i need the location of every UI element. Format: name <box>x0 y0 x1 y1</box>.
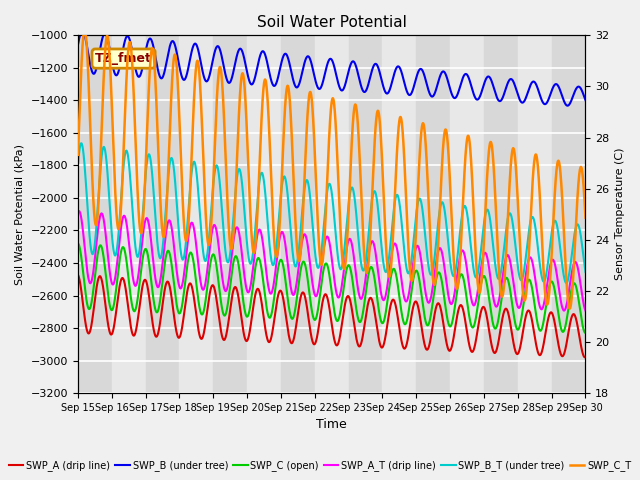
Bar <box>112 36 145 393</box>
Bar <box>518 36 552 393</box>
Bar <box>450 36 484 393</box>
Bar <box>213 36 247 393</box>
Legend: SWP_A (drip line), SWP_B (under tree), SWP_C (open), SWP_A_T (drip line), SWP_B_: SWP_A (drip line), SWP_B (under tree), S… <box>5 456 635 475</box>
Bar <box>281 36 315 393</box>
Bar <box>315 36 349 393</box>
Bar <box>552 36 586 393</box>
Bar <box>145 36 179 393</box>
Y-axis label: Sensor Temperature (C): Sensor Temperature (C) <box>615 148 625 280</box>
Text: TZ_fmet: TZ_fmet <box>95 52 152 65</box>
Bar <box>179 36 213 393</box>
Bar <box>484 36 518 393</box>
Bar <box>349 36 383 393</box>
Title: Soil Water Potential: Soil Water Potential <box>257 15 406 30</box>
Y-axis label: Soil Water Potential (kPa): Soil Water Potential (kPa) <box>15 144 25 285</box>
Bar <box>78 36 112 393</box>
Bar <box>383 36 416 393</box>
Bar <box>416 36 450 393</box>
X-axis label: Time: Time <box>316 419 347 432</box>
Bar <box>247 36 281 393</box>
